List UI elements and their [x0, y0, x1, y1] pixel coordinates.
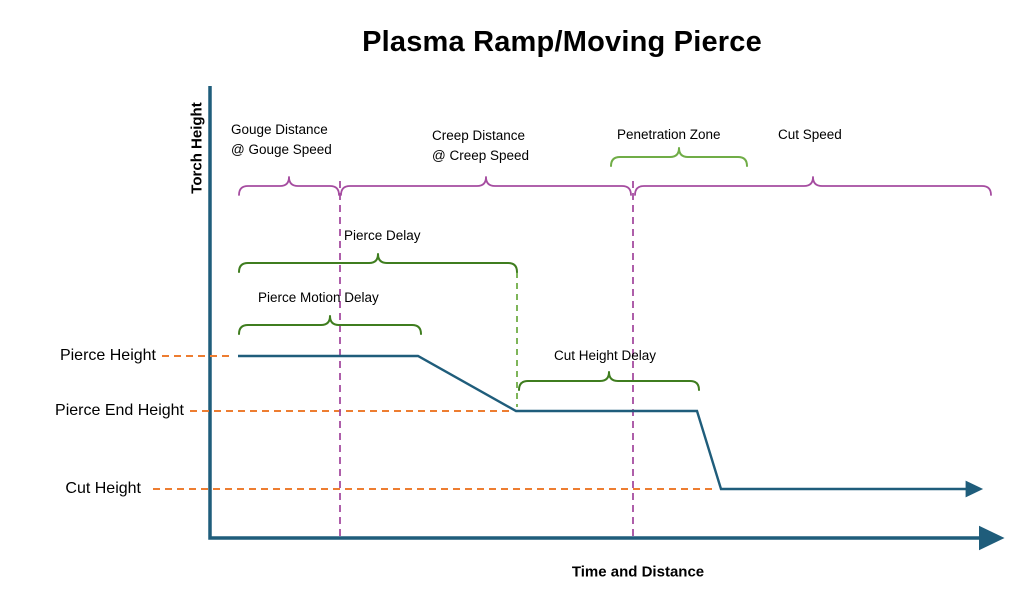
- cut-speed-brace: [634, 176, 992, 196]
- gouge-distance-label: Gouge Distance @ Gouge Speed: [231, 120, 332, 160]
- creep-distance-line1: Creep Distance: [432, 128, 526, 143]
- pierce-end-height-label: Pierce End Height: [55, 402, 184, 419]
- penetration-zone-label: Penetration Zone: [617, 127, 721, 142]
- pierce-motion-delay-brace: [238, 315, 422, 335]
- cut-height-delay-label: Cut Height Delay: [554, 348, 657, 363]
- gouge-distance-line1: Gouge Distance: [231, 122, 328, 137]
- pierce-delay-label: Pierce Delay: [344, 228, 421, 243]
- y-axis-label: Torch Height: [188, 102, 206, 194]
- cut-speed-label: Cut Speed: [778, 127, 842, 142]
- x-axis-label: Time and Distance: [571, 563, 705, 581]
- axes-line: [208, 86, 1005, 551]
- cut-height-delay-brace: [518, 371, 700, 391]
- pierce-delay-brace: [238, 253, 518, 273]
- gouge-distance-line2: @ Gouge Speed: [231, 142, 332, 157]
- pierce-motion-delay-label: Pierce Motion Delay: [258, 290, 379, 305]
- creep-distance-brace: [340, 176, 632, 196]
- gouge-distance-brace: [238, 176, 340, 196]
- cut-height-label: Cut Height: [65, 480, 141, 497]
- torch-height-curve: [238, 354, 984, 498]
- pierce-height-label: Pierce Height: [59, 347, 156, 364]
- creep-distance-line2: @ Creep Speed: [432, 148, 530, 163]
- creep-distance-label: Creep Distance @ Creep Speed: [432, 126, 529, 166]
- diagram-title: Plasma Ramp/Moving Pierce: [362, 26, 762, 58]
- penetration-zone-brace: [610, 147, 748, 167]
